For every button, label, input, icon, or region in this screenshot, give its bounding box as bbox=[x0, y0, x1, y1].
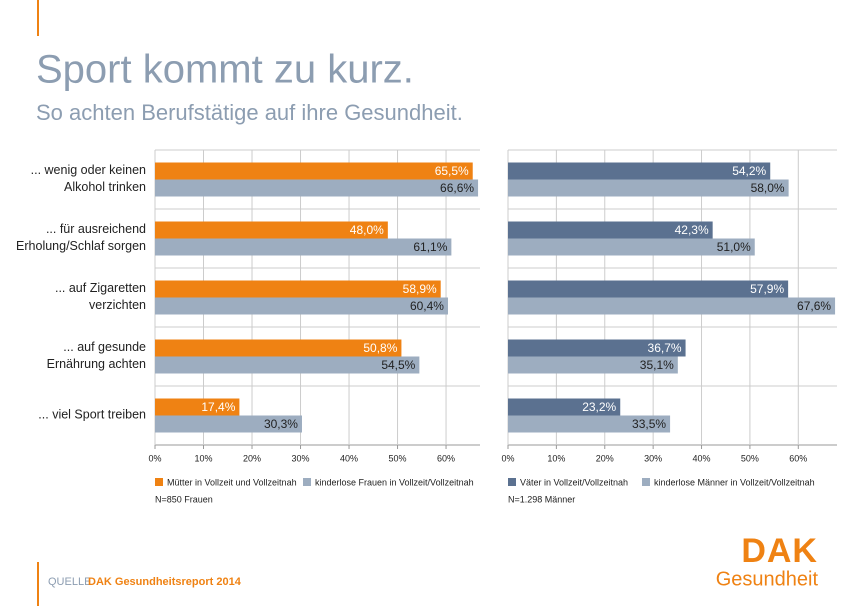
legend-label: Mütter in Vollzeit und Vollzeitnah bbox=[167, 477, 297, 487]
x-tick-label: 60% bbox=[437, 453, 455, 463]
bar bbox=[508, 221, 713, 239]
value-label: 35,1% bbox=[640, 358, 674, 372]
bar bbox=[155, 339, 402, 357]
bar bbox=[155, 398, 240, 416]
x-tick-label: 40% bbox=[693, 453, 711, 463]
title: Sport kommt zu kurz. bbox=[36, 48, 414, 92]
bar bbox=[155, 162, 473, 180]
bar bbox=[508, 398, 621, 416]
value-label: 48,0% bbox=[350, 223, 384, 237]
x-tick-label: 50% bbox=[741, 453, 759, 463]
x-tick-label: 20% bbox=[243, 453, 261, 463]
value-label: 30,3% bbox=[264, 417, 298, 431]
bar bbox=[508, 339, 686, 357]
x-tick-label: 0% bbox=[148, 453, 161, 463]
logo-brand: DAK bbox=[741, 532, 818, 570]
value-label: 54,5% bbox=[381, 358, 415, 372]
category-label: ... für ausreichend Erholung/Schlaf sorge… bbox=[16, 222, 146, 253]
value-label: 58,9% bbox=[403, 282, 437, 296]
bar bbox=[508, 162, 771, 180]
x-tick-label: 10% bbox=[194, 453, 212, 463]
x-tick-label: 30% bbox=[292, 453, 310, 463]
value-label: 61,1% bbox=[413, 240, 447, 254]
bar bbox=[155, 356, 420, 374]
legend-label: Väter in Vollzeit/Vollzeitnah bbox=[520, 477, 628, 487]
subtitle: So achten Berufstätige auf ihre Gesundhe… bbox=[36, 100, 463, 125]
legend-swatch bbox=[508, 478, 516, 486]
x-tick-label: 50% bbox=[389, 453, 407, 463]
value-label: 66,6% bbox=[440, 181, 474, 195]
bar bbox=[155, 179, 479, 197]
bar bbox=[155, 415, 302, 433]
legend-label: kinderlose Frauen in Vollzeit/Vollzeitna… bbox=[315, 477, 474, 487]
value-label: 67,6% bbox=[797, 299, 831, 313]
value-label: 33,5% bbox=[632, 417, 666, 431]
note: N=1.298 Männer bbox=[508, 494, 575, 504]
x-tick-label: 10% bbox=[547, 453, 565, 463]
bar bbox=[508, 297, 836, 315]
category-label: ... auf gesunde Ernährung achten bbox=[47, 340, 146, 371]
legend-label: kinderlose Männer in Vollzeit/Vollzeitna… bbox=[654, 477, 815, 487]
x-tick-label: 40% bbox=[340, 453, 358, 463]
value-label: 54,2% bbox=[732, 164, 766, 178]
bar bbox=[155, 297, 448, 315]
bar bbox=[508, 238, 755, 256]
legend-swatch bbox=[303, 478, 311, 486]
value-label: 57,9% bbox=[750, 282, 784, 296]
x-tick-label: 60% bbox=[789, 453, 807, 463]
value-label: 51,0% bbox=[717, 240, 751, 254]
note: N=850 Frauen bbox=[155, 494, 213, 504]
value-label: 60,4% bbox=[410, 299, 444, 313]
x-tick-label: 20% bbox=[596, 453, 614, 463]
source-label: QUELLE bbox=[48, 576, 91, 588]
x-tick-label: 0% bbox=[501, 453, 514, 463]
x-tick-label: 30% bbox=[644, 453, 662, 463]
bar bbox=[508, 356, 678, 374]
category-label: ... auf Zigaretten verzichten bbox=[55, 281, 146, 312]
value-label: 23,2% bbox=[582, 400, 616, 414]
legend-swatch bbox=[155, 478, 163, 486]
value-label: 36,7% bbox=[648, 341, 682, 355]
value-label: 50,8% bbox=[363, 341, 397, 355]
source: DAK Gesundheitsreport 2014 bbox=[88, 576, 242, 588]
value-label: 42,3% bbox=[675, 223, 709, 237]
bar bbox=[508, 415, 671, 433]
legend-swatch bbox=[642, 478, 650, 486]
logo-sub: Gesundheit bbox=[716, 568, 819, 590]
bar bbox=[508, 179, 789, 197]
bar bbox=[155, 238, 452, 256]
bar bbox=[155, 280, 441, 298]
value-label: 17,4% bbox=[201, 400, 235, 414]
bar bbox=[155, 221, 388, 239]
category-label: ... wenig oder keinen Alkohol trinken bbox=[31, 163, 146, 194]
value-label: 58,0% bbox=[751, 181, 785, 195]
category-label: ... viel Sport treiben bbox=[38, 408, 146, 422]
bar bbox=[508, 280, 789, 298]
value-label: 65,5% bbox=[435, 164, 469, 178]
